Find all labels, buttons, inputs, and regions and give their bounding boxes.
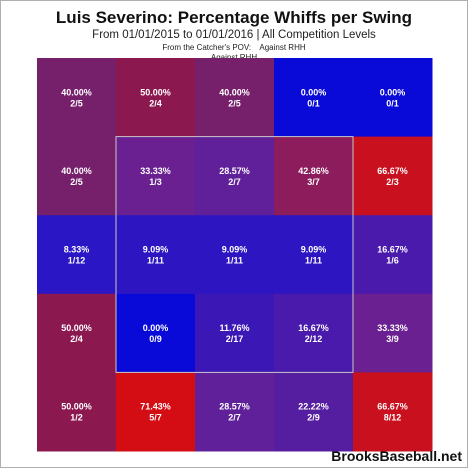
cell-ratio-r3-c2: 2/17 — [226, 334, 244, 344]
heatmap-cell-r1-c4 — [353, 136, 433, 216]
cell-percentage-r1-c0: 40.00% — [61, 166, 92, 176]
cell-percentage-r1-c3: 42.86% — [298, 166, 329, 176]
heatmap-cell-r3-c2 — [195, 293, 275, 373]
cell-percentage-r3-c3: 16.67% — [298, 323, 329, 333]
cell-ratio-r0-c1: 2/4 — [149, 98, 162, 108]
cell-percentage-r4-c0: 50.00% — [61, 402, 92, 412]
cell-percentage-r3-c4: 33.33% — [377, 323, 408, 333]
heatmap-cell-r0-c1 — [116, 58, 196, 138]
pov-line-1: From the Catcher's POV: Against RHH — [0, 43, 468, 53]
heatmap-cell-r1-c2 — [195, 136, 275, 216]
heatmap-cell-r0-c3 — [274, 58, 354, 138]
heatmap-cell-r2-c1 — [116, 215, 196, 295]
heatmap-cell-r1-c3 — [274, 136, 354, 216]
cell-percentage-r4-c1: 71.43% — [140, 402, 171, 412]
heatmap-cell-r4-c4 — [353, 372, 433, 452]
cell-ratio-r0-c0: 2/5 — [70, 98, 83, 108]
cell-ratio-r4-c4: 8/12 — [384, 413, 402, 423]
cell-percentage-r2-c2: 9.09% — [222, 245, 248, 255]
cell-ratio-r2-c4: 1/6 — [386, 256, 399, 266]
heatmap-cell-r4-c2 — [195, 372, 275, 452]
cell-ratio-r2-c1: 1/11 — [147, 256, 164, 266]
cell-percentage-r3-c2: 11.76% — [219, 323, 249, 333]
cell-percentage-r2-c3: 9.09% — [301, 245, 327, 255]
cell-ratio-r2-c2: 1/11 — [226, 256, 243, 266]
cell-percentage-r3-c1: 0.00% — [143, 323, 169, 333]
cell-percentage-r1-c1: 33.33% — [140, 166, 171, 176]
cell-percentage-r4-c3: 22.22% — [298, 402, 329, 412]
cell-ratio-r0-c2: 2/5 — [228, 98, 241, 108]
cell-ratio-r1-c3: 3/7 — [307, 177, 320, 187]
heatmap-cell-r3-c4 — [353, 293, 433, 373]
pov-line-2: Against RHH — [0, 53, 468, 63]
cell-percentage-r2-c1: 9.09% — [143, 245, 169, 255]
cell-ratio-r1-c4: 2/3 — [386, 177, 399, 187]
chart-title: Luis Severino: Percentage Whiffs per Swi… — [55, 8, 413, 27]
heatmap-cell-r0-c4 — [353, 58, 433, 138]
strike-zone-outline — [115, 136, 354, 373]
cell-ratio-r0-c3: 0/1 — [307, 98, 320, 108]
cell-percentage-r1-c4: 66.67% — [377, 166, 408, 176]
cell-percentage-r4-c2: 28.57% — [219, 402, 250, 412]
cell-ratio-r3-c1: 0/9 — [149, 334, 162, 344]
heatmap-cell-r3-c0 — [37, 293, 117, 373]
cell-ratio-r3-c0: 2/4 — [70, 334, 83, 344]
cell-percentage-r0-c4: 0.00% — [380, 87, 406, 97]
pov-note-hand: Against RHH — [259, 43, 306, 52]
cell-ratio-r4-c3: 2/9 — [307, 413, 320, 423]
heatmap-cell-r2-c3 — [274, 215, 354, 295]
pov-notes: From the Catcher's POV: Against RHH Agai… — [0, 43, 468, 62]
cell-ratio-r0-c4: 0/1 — [386, 98, 399, 108]
cell-percentage-r2-c0: 8.33% — [64, 245, 90, 255]
cell-ratio-r1-c2: 2/7 — [228, 177, 241, 187]
cell-ratio-r2-c3: 1/11 — [305, 256, 322, 266]
cell-ratio-r4-c2: 2/7 — [228, 413, 241, 423]
heatmap-cell-r4-c0 — [37, 372, 117, 452]
cell-ratio-r3-c4: 3/9 — [386, 334, 399, 344]
cell-percentage-r1-c2: 28.57% — [219, 166, 250, 176]
heatmap-cell-r1-c1 — [116, 136, 196, 216]
cell-ratio-r1-c0: 2/5 — [70, 177, 83, 187]
heatmap-cell-r3-c1 — [116, 293, 196, 373]
heatmap-cell-r4-c3 — [274, 372, 354, 452]
cell-percentage-r4-c4: 66.67% — [377, 402, 408, 412]
brand-label: BrooksBaseball.net — [331, 448, 462, 464]
chart-subtitle: From 01/01/2015 to 01/01/2016 | All Comp… — [92, 29, 376, 41]
cell-ratio-r3-c3: 2/12 — [305, 334, 323, 344]
cell-ratio-r4-c0: 1/2 — [70, 413, 83, 423]
cell-ratio-r1-c1: 1/3 — [149, 177, 162, 187]
heatmap-cell-r2-c2 — [195, 215, 275, 295]
cell-percentage-r3-c0: 50.00% — [61, 323, 92, 333]
heatmap-cell-r3-c3 — [274, 293, 354, 373]
cell-percentage-r0-c3: 0.00% — [301, 87, 327, 97]
heatmap-cell-r1-c0 — [37, 136, 117, 216]
cell-ratio-r4-c1: 5/7 — [149, 413, 162, 423]
heatmap-cell-r2-c0 — [37, 215, 117, 295]
pov-note-catcher: From the Catcher's POV: — [162, 43, 252, 52]
heatmap-cell-r0-c2 — [195, 58, 275, 138]
cell-ratio-r2-c0: 1/12 — [68, 256, 86, 266]
cell-percentage-r0-c1: 50.00% — [140, 87, 171, 97]
cell-percentage-r2-c4: 16.67% — [377, 245, 408, 255]
heatmap-cell-r2-c4 — [353, 215, 433, 295]
heatmap-cell-r4-c1 — [116, 372, 196, 452]
pov-note-hand-repeat: Against RHH — [210, 52, 258, 62]
cell-percentage-r0-c0: 40.00% — [61, 87, 92, 97]
cell-percentage-r0-c2: 40.00% — [219, 87, 250, 97]
heatmap-cell-r0-c0 — [37, 58, 117, 138]
